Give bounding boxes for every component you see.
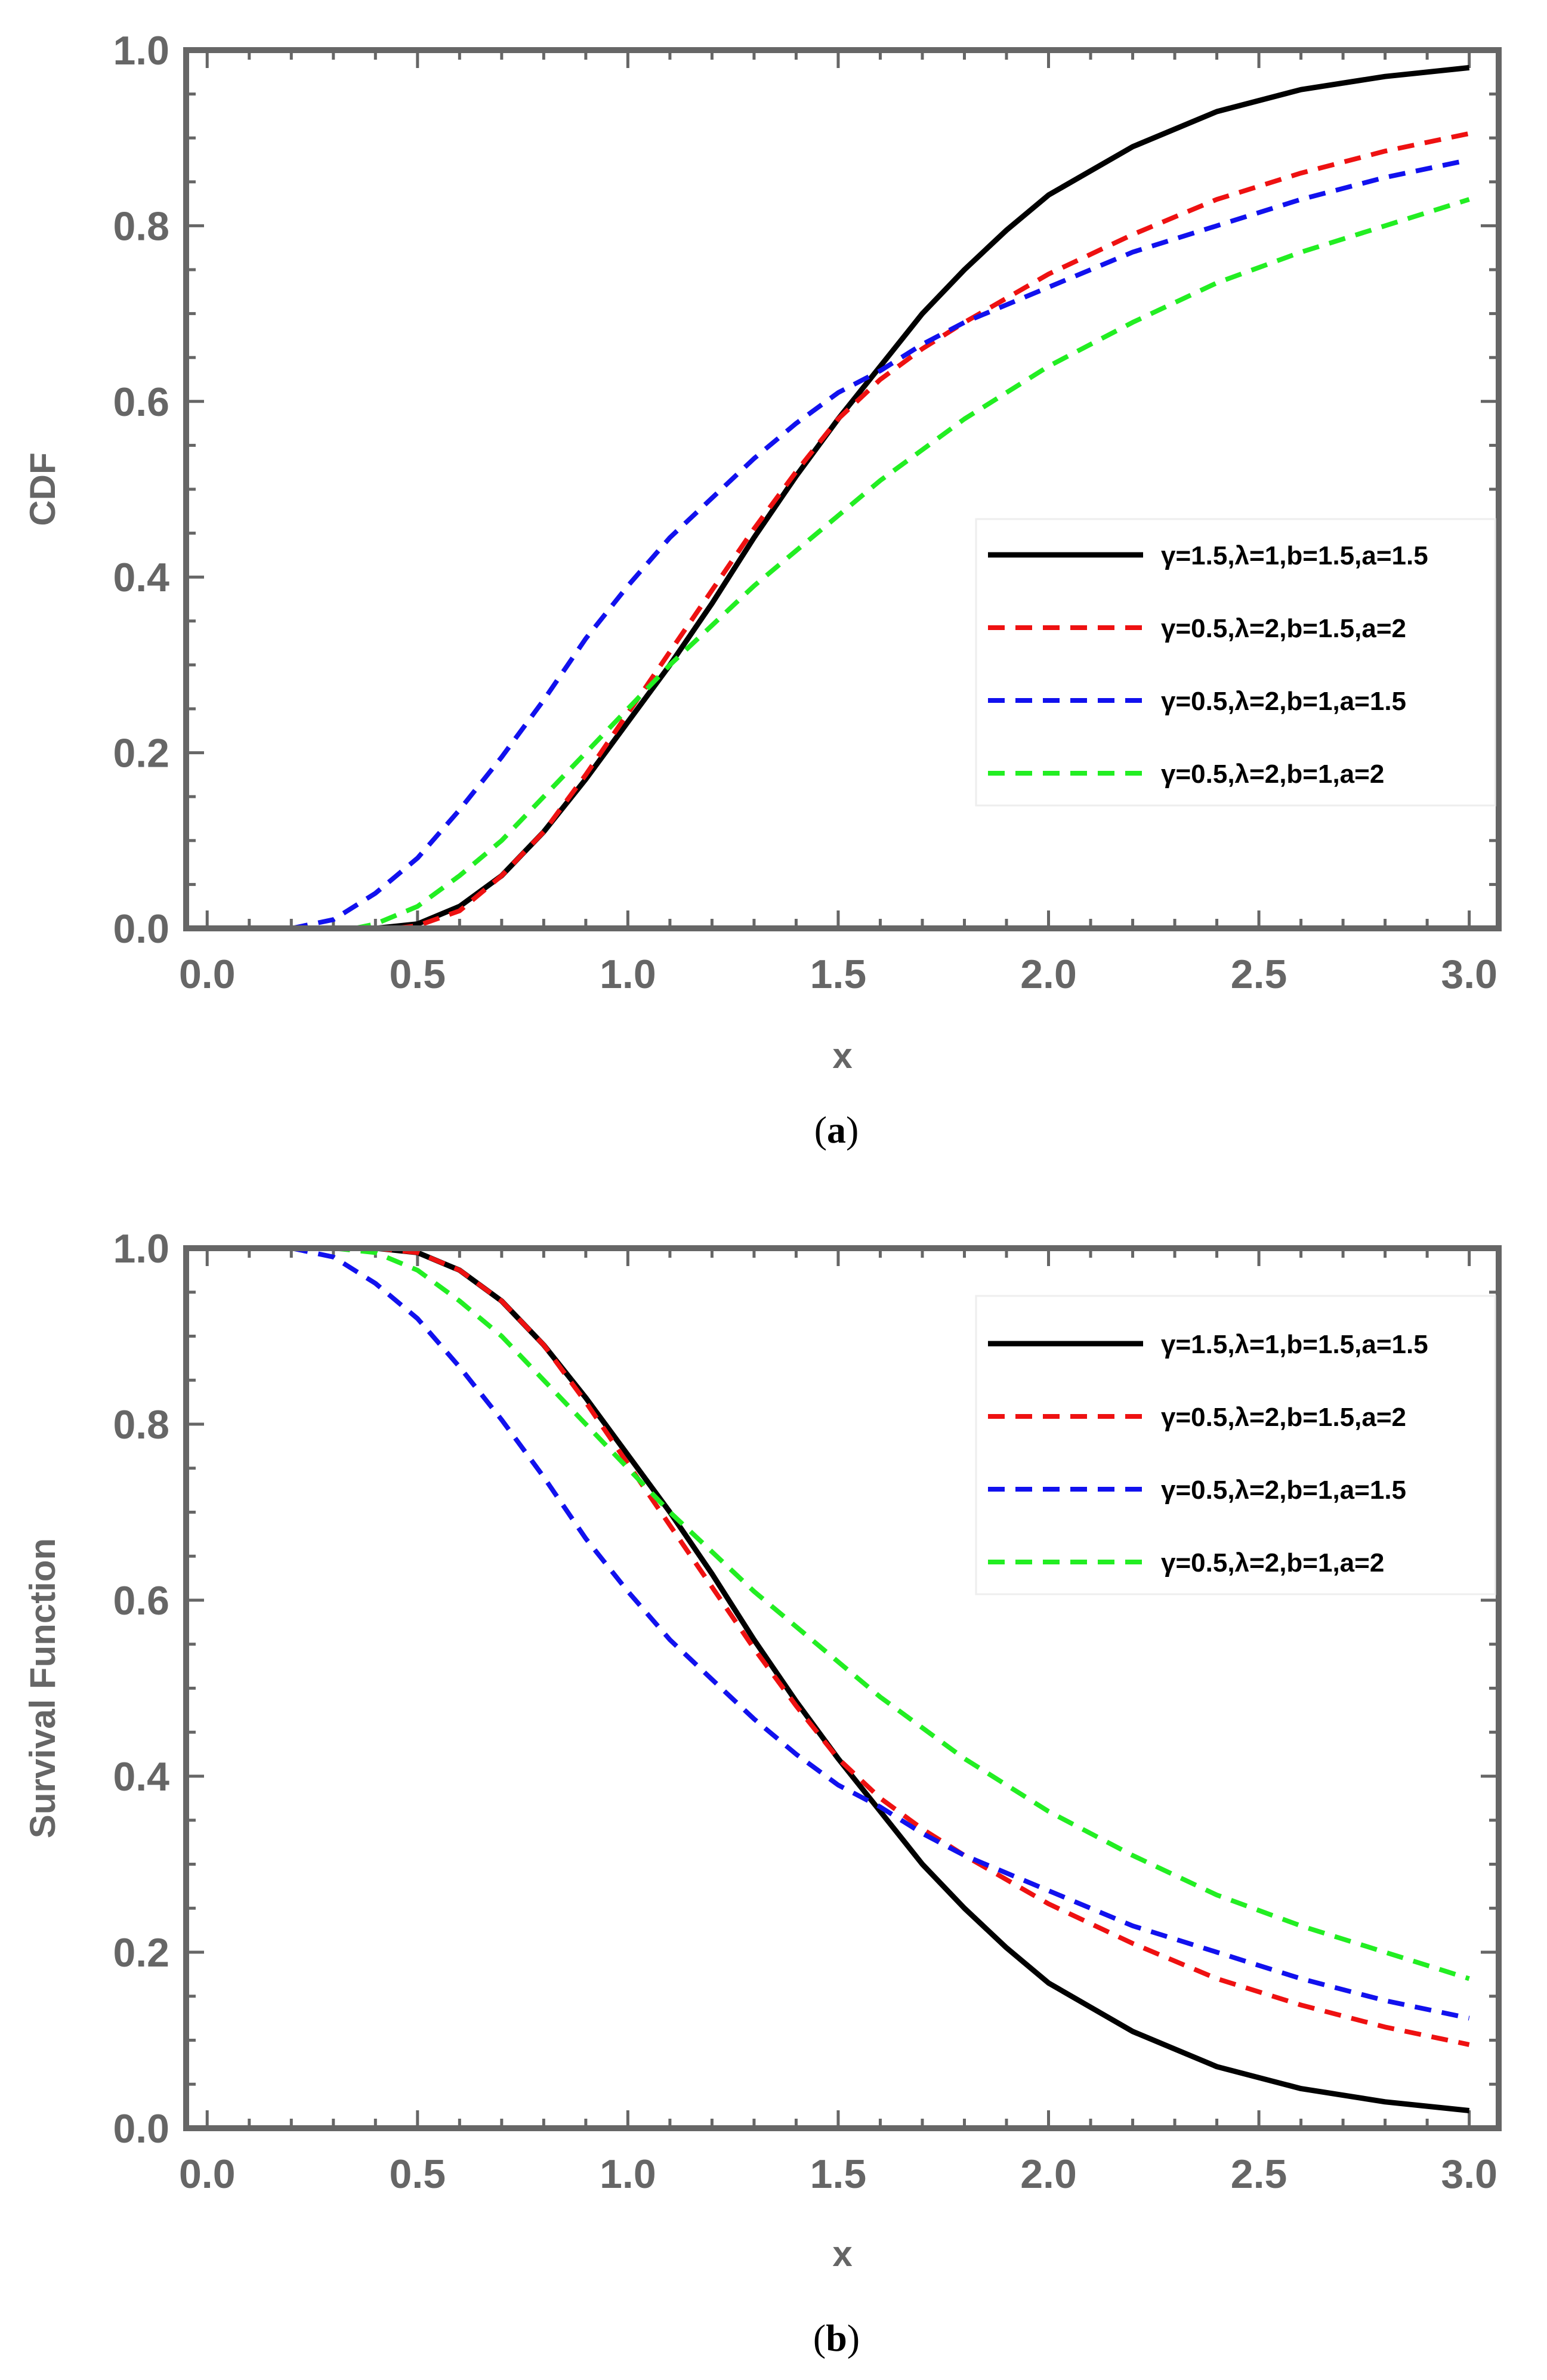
y-tick-label: 0.4 [113,555,169,600]
panel-a-cdf-chart: 0.0 0.5 1.0 1.5 2.0 2.5 3.0 0.0 0.2 0.4 0.6 0.8 1.0 x… [23,28,1502,1151]
x-tick-label: 1.5 [810,952,867,997]
y-tick-label: 0.0 [113,906,169,952]
x-tick-label: 2.5 [1231,2151,1287,2197]
x-tick-label: 3.0 [1441,952,1497,997]
y-tick-label: 0.8 [113,1402,169,1447]
series-lines [291,64,1470,928]
panel-caption: (a) [814,1109,859,1151]
series-line-2 [396,131,1470,928]
x-tick-label: 0.5 [390,2151,446,2197]
series-line-2 [375,1248,1470,2047]
panel-b-survival-chart: 0.0 0.5 1.0 1.5 2.0 2.5 3.0 0.0 0.2 0.4 0.6 0.8 1.0 x… [23,1226,1502,2359]
series-line-4 [333,1248,1470,1981]
x-axis-title: x [832,2234,852,2274]
plot-frame [183,47,1502,931]
legend-label-1: γ=1.5,λ=1,b=1.5,a=1.5 [1161,541,1428,570]
x-tick-label: 2.5 [1231,952,1287,997]
caption-open-paren: ( [814,1109,827,1151]
legend-label-3: γ=0.5,λ=2,b=1,a=1.5 [1161,687,1406,716]
caption-letter: a [827,1109,846,1151]
x-tick-label: 1.5 [810,2151,867,2197]
x-tick-label: 2.0 [1020,2151,1077,2197]
series-line-3 [291,1248,1470,2021]
panel-caption: (b) [813,2317,860,2359]
caption-close-paren: ) [847,2317,860,2359]
plot-frame [183,1245,1502,2131]
legend-box [975,518,1496,807]
caption-open-paren: ( [813,2317,826,2359]
legend: γ=1.5,λ=1,b=1.5,a=1.5 γ=0.5,λ=2,b=1.5,a=2… [975,518,1496,807]
caption-close-paren: ) [846,1109,859,1151]
x-axis-title: x [832,1036,852,1076]
y-tick-label: 0.2 [113,1930,169,1975]
y-tick-label: 1.0 [113,1226,169,1271]
legend-label-2: γ=0.5,λ=2,b=1.5,a=2 [1161,614,1406,643]
y-tick-label: 0.2 [113,731,169,776]
legend: γ=1.5,λ=1,b=1.5,a=1.5 γ=0.5,λ=2,b=1.5,a=2… [975,1295,1496,1595]
x-tick-label: 3.0 [1441,2151,1497,2197]
y-tick-label: 0.6 [113,379,169,425]
y-tick-label: 0.8 [113,203,169,249]
x-tick-label: 1.0 [600,2151,656,2197]
y-tick-label: 0.4 [113,1754,169,1799]
x-tick-label: 0.0 [179,952,236,997]
legend-label-4: γ=0.5,λ=2,b=1,a=2 [1161,1548,1384,1578]
legend-label-3: γ=0.5,λ=2,b=1,a=1.5 [1161,1475,1406,1505]
y-axis-title: Survival Function [23,1538,63,1838]
x-tick-label: 1.0 [600,952,656,997]
x-tick-label: 0.0 [179,2151,236,2197]
y-tick-label: 1.0 [113,28,169,73]
legend-label-4: γ=0.5,λ=2,b=1,a=2 [1161,760,1384,789]
x-tick-label: 2.0 [1020,952,1077,997]
y-tick-label: 0.6 [113,1578,169,1623]
caption-letter: b [826,2317,847,2359]
y-tick-label: 0.0 [113,2106,169,2151]
series-line-4 [354,197,1470,928]
legend-label-2: γ=0.5,λ=2,b=1.5,a=2 [1161,1403,1406,1432]
y-axis-title: CDF [23,452,63,526]
x-tick-label: 0.5 [390,952,446,997]
legend-label-1: γ=1.5,λ=1,b=1.5,a=1.5 [1161,1330,1428,1359]
series-line-3 [291,158,1470,928]
series-lines [291,1248,1470,2113]
